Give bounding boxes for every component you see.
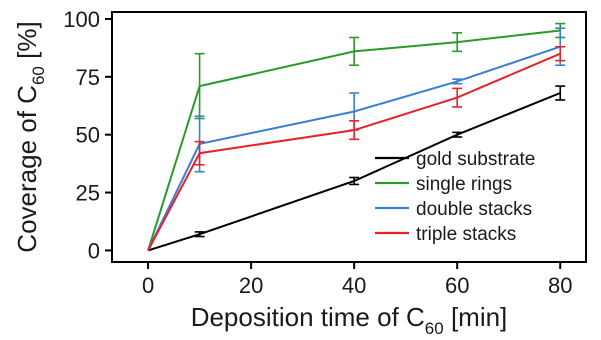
legend-item: triple stacks xyxy=(375,224,516,245)
legend-label: gold substrate xyxy=(416,149,535,170)
error-bar xyxy=(452,131,463,138)
x-tick-label: 60 xyxy=(445,273,469,298)
x-axis-label: Deposition time of C60 [min] xyxy=(191,302,508,338)
error-bar xyxy=(194,140,205,166)
y-tick-label: 25 xyxy=(76,181,100,206)
x-tick-label: 0 xyxy=(142,273,154,298)
series-single-rings xyxy=(147,22,566,251)
legend-item: single rings xyxy=(375,174,512,195)
ticks-layer: 0 20 40 60 80 0 25 50 75 100 xyxy=(63,7,572,298)
error-bar xyxy=(194,231,205,238)
series-gold-substrate xyxy=(147,85,566,252)
y-tick-label: 50 xyxy=(76,123,100,148)
legend-label: double stacks xyxy=(416,199,532,220)
error-bar xyxy=(452,87,463,108)
y-tick-label: 100 xyxy=(63,7,100,32)
legend: gold substrate single rings double stacks t… xyxy=(375,149,535,245)
x-tick-label: 40 xyxy=(342,273,366,298)
y-tick-label: 0 xyxy=(88,238,100,263)
series-layer xyxy=(147,22,566,252)
y-tick-label: 75 xyxy=(76,65,100,90)
error-bar xyxy=(349,36,360,67)
error-bar xyxy=(349,176,360,186)
legend-item: double stacks xyxy=(375,199,532,220)
plot-frame xyxy=(111,11,587,263)
error-bar xyxy=(349,119,360,141)
series-triple-stacks xyxy=(147,45,566,251)
error-bar xyxy=(452,78,463,85)
legend-label: single rings xyxy=(416,174,512,195)
y-axis-label: Coverage of C60 [%] xyxy=(12,21,48,252)
legend-label: triple stacks xyxy=(416,224,516,245)
x-tick-label: 80 xyxy=(548,273,572,298)
error-bar xyxy=(555,45,566,62)
error-bar xyxy=(555,85,566,101)
legend-item: gold substrate xyxy=(375,149,535,170)
x-tick-label: 20 xyxy=(239,273,263,298)
error-bar xyxy=(452,32,463,53)
